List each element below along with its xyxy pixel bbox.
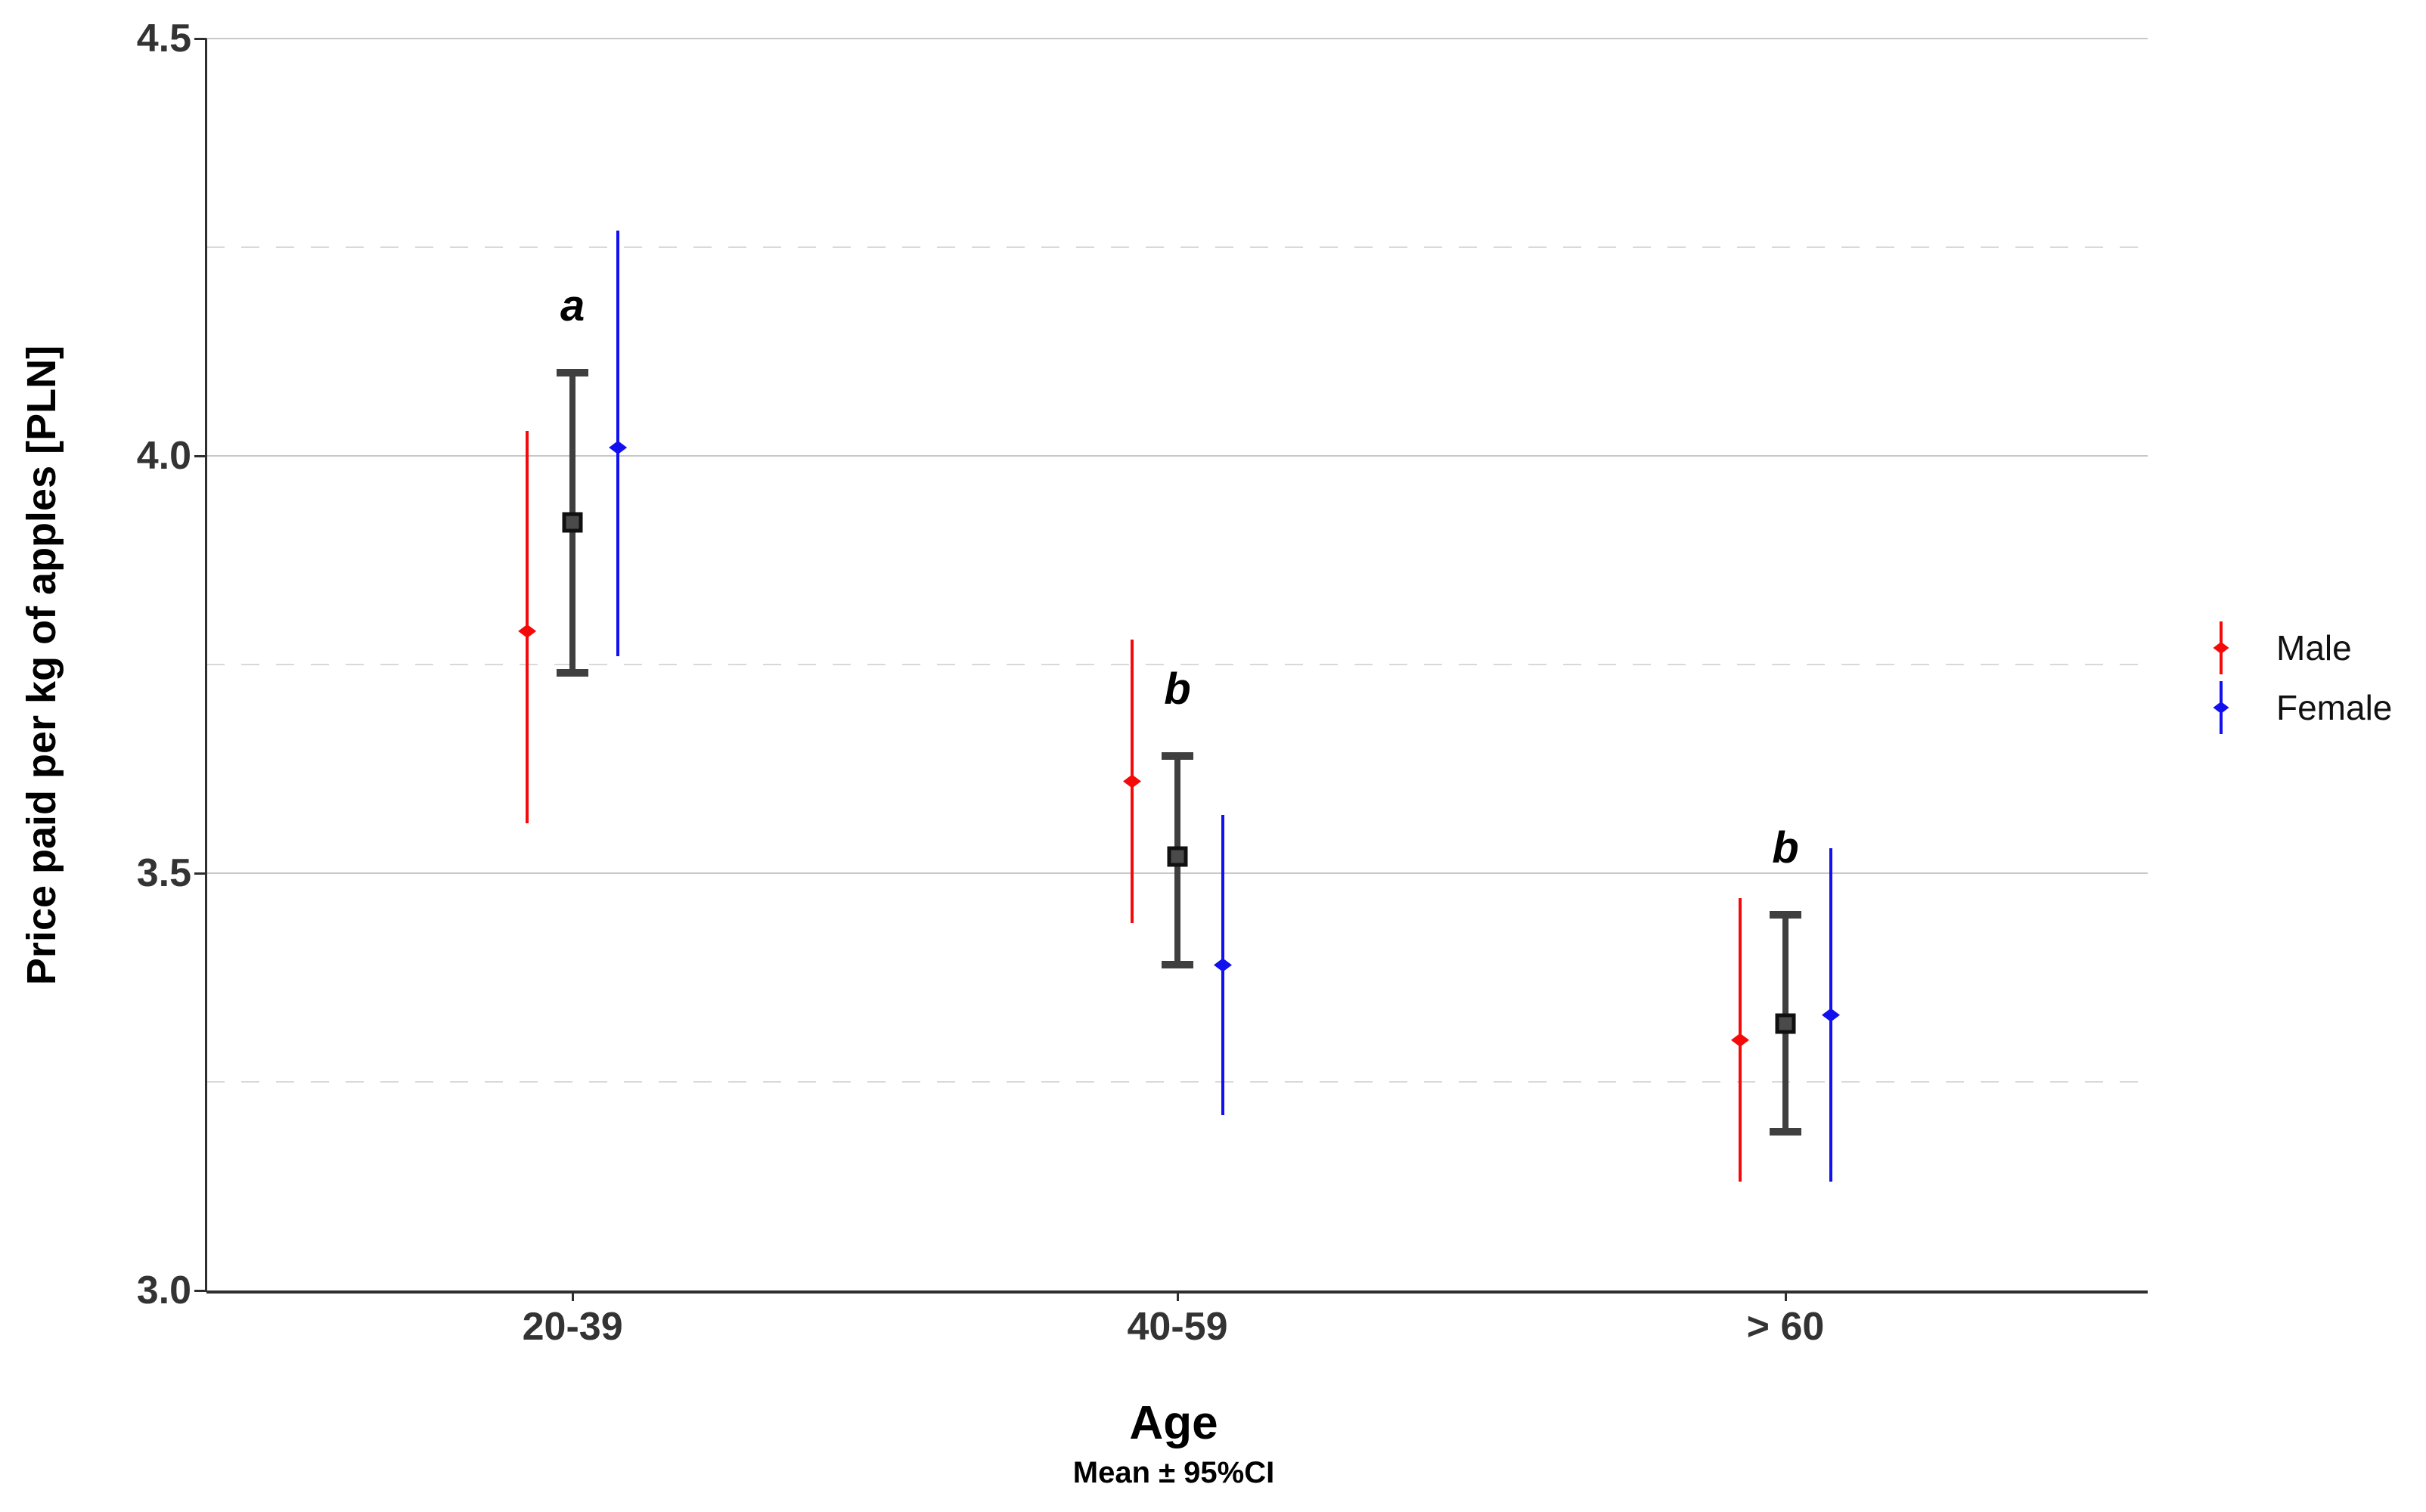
overall-mean-marker	[1775, 1013, 1796, 1034]
x-axis-tick	[572, 1290, 575, 1301]
ci-cap-top	[557, 368, 589, 376]
gridline-solid	[206, 455, 2148, 457]
female-mean-marker	[1821, 1008, 1840, 1022]
female-mean-marker	[609, 440, 628, 454]
overall-mean-marker	[1167, 846, 1188, 867]
x-axis-tick	[1177, 1290, 1179, 1301]
ci-cap-bottom	[1769, 1128, 1801, 1136]
female-mean-marker	[1214, 958, 1232, 972]
ci-cap-top	[1162, 752, 1193, 761]
ci-cap-bottom	[557, 669, 589, 677]
female-diamond-icon	[2213, 702, 2229, 714]
x-axis-tick-label: 40-59	[1127, 1305, 1228, 1349]
x-axis-tick-label: > 60	[1746, 1305, 1825, 1349]
male-mean-marker	[518, 624, 537, 638]
y-axis-tick	[194, 1290, 206, 1292]
x-axis-tick-label: 20-39	[522, 1305, 623, 1349]
ci-cap-top	[1769, 911, 1801, 919]
significance-letter: a	[560, 280, 585, 330]
y-axis-tick	[194, 38, 206, 40]
y-axis-tick-label: 4.0	[136, 434, 191, 478]
significance-letter: b	[1772, 823, 1799, 873]
male-mean-marker	[1123, 774, 1141, 789]
gridline-dashed	[206, 246, 2148, 248]
y-axis-tick	[194, 872, 206, 875]
y-axis-tick-label: 3.5	[136, 851, 191, 895]
y-axis-tick	[194, 455, 206, 457]
ci-cap-bottom	[1162, 961, 1193, 969]
x-axis-title: Age	[1129, 1397, 1218, 1449]
gridline-solid	[206, 38, 2148, 39]
y-axis-line	[205, 39, 207, 1290]
y-axis-tick-label: 4.5	[136, 17, 191, 60]
significance-letter: b	[1164, 665, 1191, 714]
male-diamond-icon	[2213, 642, 2229, 654]
legend-label-male: Male	[2276, 628, 2352, 668]
y-axis-title: Price paid per kg of apples [PLN]	[19, 345, 64, 986]
gridline-dashed	[206, 664, 2148, 665]
x-axis-subtitle: Mean ± 95%CI	[1072, 1456, 1275, 1489]
overall-mean-marker	[562, 512, 583, 533]
gridline-dashed	[206, 1081, 2148, 1083]
x-axis-tick	[1784, 1290, 1787, 1301]
legend-label-female: Female	[2276, 688, 2393, 727]
y-axis-tick-label: 3.0	[136, 1269, 191, 1312]
male-mean-marker	[1730, 1033, 1749, 1047]
